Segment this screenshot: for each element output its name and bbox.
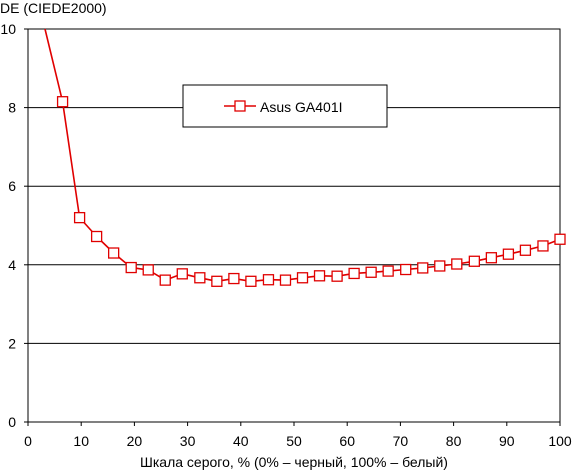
- data-point: [296, 272, 309, 284]
- legend-marker: [234, 100, 246, 112]
- data-point: [262, 274, 275, 286]
- data-point: [56, 96, 69, 108]
- data-point: [194, 272, 206, 284]
- data-point: [108, 247, 120, 259]
- series-line: [44, 28, 561, 283]
- x-tick-label: 10: [73, 433, 89, 449]
- gridlines: [28, 107, 560, 344]
- data-point: [519, 244, 532, 256]
- x-tick-label: 100: [548, 433, 572, 449]
- x-axis-ticks: 0 10 20 30 40 50 60 70 80 90 100: [24, 422, 572, 449]
- data-point: [451, 258, 463, 270]
- data-point: [382, 265, 394, 277]
- y-axis-title: DE (CIEDE2000): [0, 0, 107, 16]
- data-point: [211, 275, 223, 287]
- x-tick-label: 60: [339, 433, 355, 449]
- data-point: [245, 275, 257, 287]
- x-tick-label: 0: [24, 433, 32, 449]
- data-point: [279, 274, 292, 286]
- data-point: [176, 268, 188, 280]
- x-tick-label: 30: [180, 433, 196, 449]
- data-point: [125, 261, 137, 274]
- x-tick-label: 40: [233, 433, 249, 449]
- x-tick-label: 70: [393, 433, 409, 449]
- data-point: [142, 264, 154, 276]
- data-point: [434, 260, 446, 272]
- data-point: [313, 270, 326, 282]
- data-point: [159, 274, 171, 286]
- y-tick-label: 0: [8, 414, 16, 430]
- data-point: [485, 252, 498, 264]
- data-point: [417, 262, 429, 274]
- y-tick-label: 10: [0, 21, 16, 37]
- data-point: [554, 233, 566, 245]
- x-tick-label: 80: [446, 433, 462, 449]
- y-tick-label: 8: [8, 100, 16, 116]
- y-tick-label: 2: [8, 335, 16, 351]
- legend-box: [182, 84, 388, 128]
- y-tick-label: 4: [8, 257, 16, 273]
- data-point: [365, 266, 377, 278]
- data-point: [331, 270, 343, 282]
- data-point: [502, 248, 515, 260]
- x-tick-label: 20: [127, 433, 143, 449]
- y-tick-label: 6: [8, 178, 16, 194]
- y-axis-ticks: 0 2 4 6 8 10: [0, 21, 28, 430]
- series-group: [44, 28, 566, 287]
- legend-label: Asus GA401I: [260, 99, 343, 115]
- data-point: [348, 267, 360, 280]
- data-point: [468, 255, 480, 267]
- data-point: [90, 230, 103, 243]
- x-axis-title: Шкала серого, % (0% – черный, 100% – бел…: [140, 454, 448, 470]
- legend: Asus GA401I: [182, 84, 388, 128]
- data-point: [537, 240, 549, 252]
- data-point: [228, 272, 240, 285]
- data-point: [400, 263, 412, 276]
- data-point: [73, 211, 86, 224]
- x-tick-label: 90: [499, 433, 515, 449]
- x-tick-label: 50: [286, 433, 302, 449]
